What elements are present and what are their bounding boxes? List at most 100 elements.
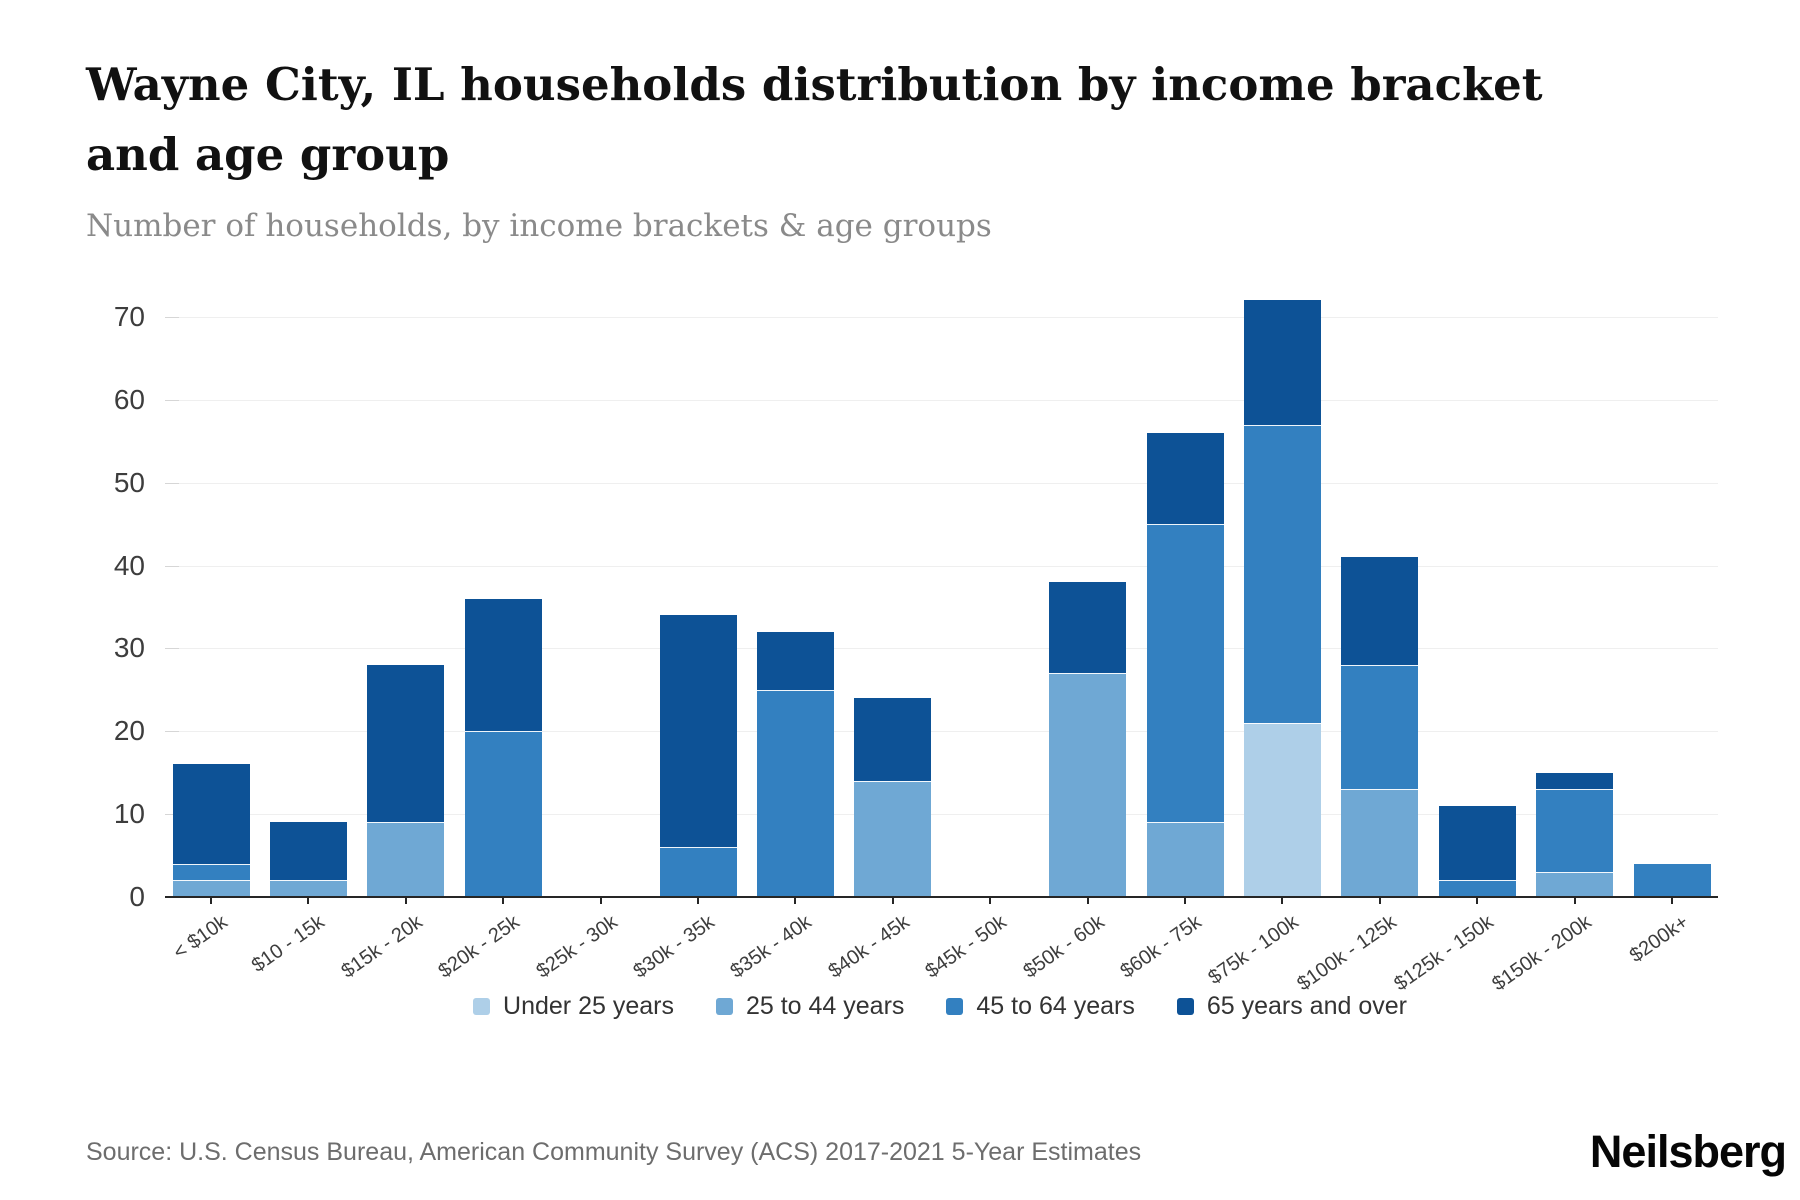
x-axis-tick	[1184, 897, 1186, 904]
x-axis-line	[165, 896, 1718, 898]
bar-segment	[1536, 789, 1614, 873]
x-axis-tick	[599, 897, 602, 904]
legend-swatch-icon	[1176, 998, 1194, 1015]
bar-segment	[1146, 433, 1224, 525]
x-axis-tick	[404, 897, 407, 904]
bar-segment	[854, 781, 932, 897]
bar-segment	[172, 764, 250, 864]
x-axis-tick	[891, 897, 894, 904]
bar-segment	[854, 698, 932, 781]
bar-segment	[1049, 582, 1127, 674]
y-axis-tick-label: 70	[113, 301, 145, 332]
y-gridline-stub	[165, 648, 179, 650]
bar-segment-divider	[756, 688, 834, 691]
legend-label: 65 years and over	[1206, 992, 1407, 1020]
bar-segment	[1243, 424, 1321, 723]
y-gridline	[165, 399, 1718, 401]
y-gridline	[165, 814, 1718, 816]
bar-segment	[756, 631, 834, 690]
x-axis-tick	[1573, 897, 1576, 904]
bar-segment	[172, 863, 250, 881]
bar-segment-divider	[1341, 788, 1419, 791]
x-axis-tick	[1671, 897, 1673, 904]
y-axis-tick-label: 10	[113, 798, 145, 830]
y-axis-tick-label: 20	[113, 715, 145, 747]
x-axis-tick	[1476, 897, 1479, 904]
x-axis-tick	[1281, 897, 1284, 904]
y-gridline-stub	[165, 565, 179, 567]
bar-segment	[1243, 723, 1321, 897]
y-gridline	[165, 648, 1718, 650]
x-axis-tick	[210, 897, 212, 904]
bar-segment-divider	[1049, 672, 1127, 675]
y-axis-tick-label: 0	[129, 881, 145, 912]
bar-segment	[756, 689, 834, 897]
y-axis-tick-label: 30	[113, 632, 145, 664]
bar-segment	[1438, 880, 1516, 897]
bar-segment-divider	[659, 846, 737, 849]
bar-segment	[1146, 822, 1224, 897]
bar-segment-divider	[1438, 879, 1516, 882]
bar-segment	[172, 880, 250, 897]
neilsberg-logo: Neilsberg	[1589, 1126, 1787, 1177]
y-gridline-stub	[165, 399, 179, 401]
bar-segment	[367, 665, 445, 823]
bar-segment	[1536, 772, 1614, 790]
bar-segment	[464, 598, 542, 732]
bar-segment	[1341, 789, 1419, 897]
bar-segment	[1341, 665, 1419, 790]
legend-swatch-icon	[473, 998, 491, 1015]
x-axis-tick	[1086, 897, 1089, 904]
bar-segment-divider	[172, 879, 250, 882]
bar-segment	[269, 822, 347, 881]
bar-segment-divider	[172, 862, 250, 865]
legend-label: 45 to 64 years	[976, 992, 1135, 1020]
bar-segment	[1243, 300, 1321, 425]
x-axis-tick	[307, 897, 310, 904]
x-axis-tick	[502, 897, 505, 904]
bar-segment-divider	[269, 879, 347, 882]
bar-segment	[659, 847, 737, 897]
x-axis-tick	[1378, 897, 1381, 904]
legend-item[interactable]: Under 25 years	[473, 992, 674, 1021]
bar-segment-divider	[1146, 821, 1224, 824]
bar-segment-divider	[367, 821, 445, 824]
y-gridline	[165, 731, 1718, 733]
page-subtitle: Number of households, by income brackets…	[86, 208, 992, 244]
legend-swatch-icon	[946, 998, 964, 1015]
bar-segment	[1049, 673, 1127, 897]
legend-item[interactable]: 65 years and over	[1176, 992, 1407, 1021]
legend-label: 25 to 44 years	[745, 992, 905, 1020]
bar-segment-divider	[1146, 523, 1224, 526]
legend-item[interactable]: 45 to 64 years	[946, 992, 1135, 1021]
source-note: Source: U.S. Census Bureau, American Com…	[86, 1138, 1142, 1166]
bar-segment-divider	[1536, 871, 1614, 874]
bar-segment-divider	[1341, 664, 1419, 666]
page-title: Wayne City, IL households distribution b…	[86, 58, 1543, 181]
legend-label: Under 25 years	[503, 992, 674, 1020]
y-axis-tick-label: 40	[113, 549, 145, 581]
chart-legend: Under 25 years 25 to 44 years 45 to 64 yea…	[40, 992, 1800, 1021]
x-axis-tick	[989, 897, 992, 904]
bar-segment	[464, 731, 542, 897]
legend-swatch-icon	[715, 998, 733, 1015]
legend-item[interactable]: 25 to 44 years	[715, 992, 905, 1021]
y-axis-tick-label: 50	[113, 466, 145, 498]
y-gridline-stub	[165, 731, 179, 733]
bar-segment	[1341, 557, 1419, 665]
bar-segment-divider	[854, 780, 932, 782]
bar-segment	[367, 822, 445, 897]
bar-segment	[1633, 863, 1711, 897]
y-gridline	[165, 565, 1718, 567]
y-gridline-stub	[165, 317, 179, 318]
bar-segment	[659, 615, 737, 848]
bar-segment	[1146, 524, 1224, 823]
bar-segment-divider	[1243, 722, 1321, 724]
x-axis-tick	[794, 897, 797, 904]
bar-segment-divider	[464, 730, 542, 733]
bar-segment	[1536, 872, 1614, 897]
bar-segment	[269, 880, 347, 897]
bar-segment-divider	[1243, 423, 1321, 426]
y-axis-tick-label: 60	[113, 383, 145, 415]
